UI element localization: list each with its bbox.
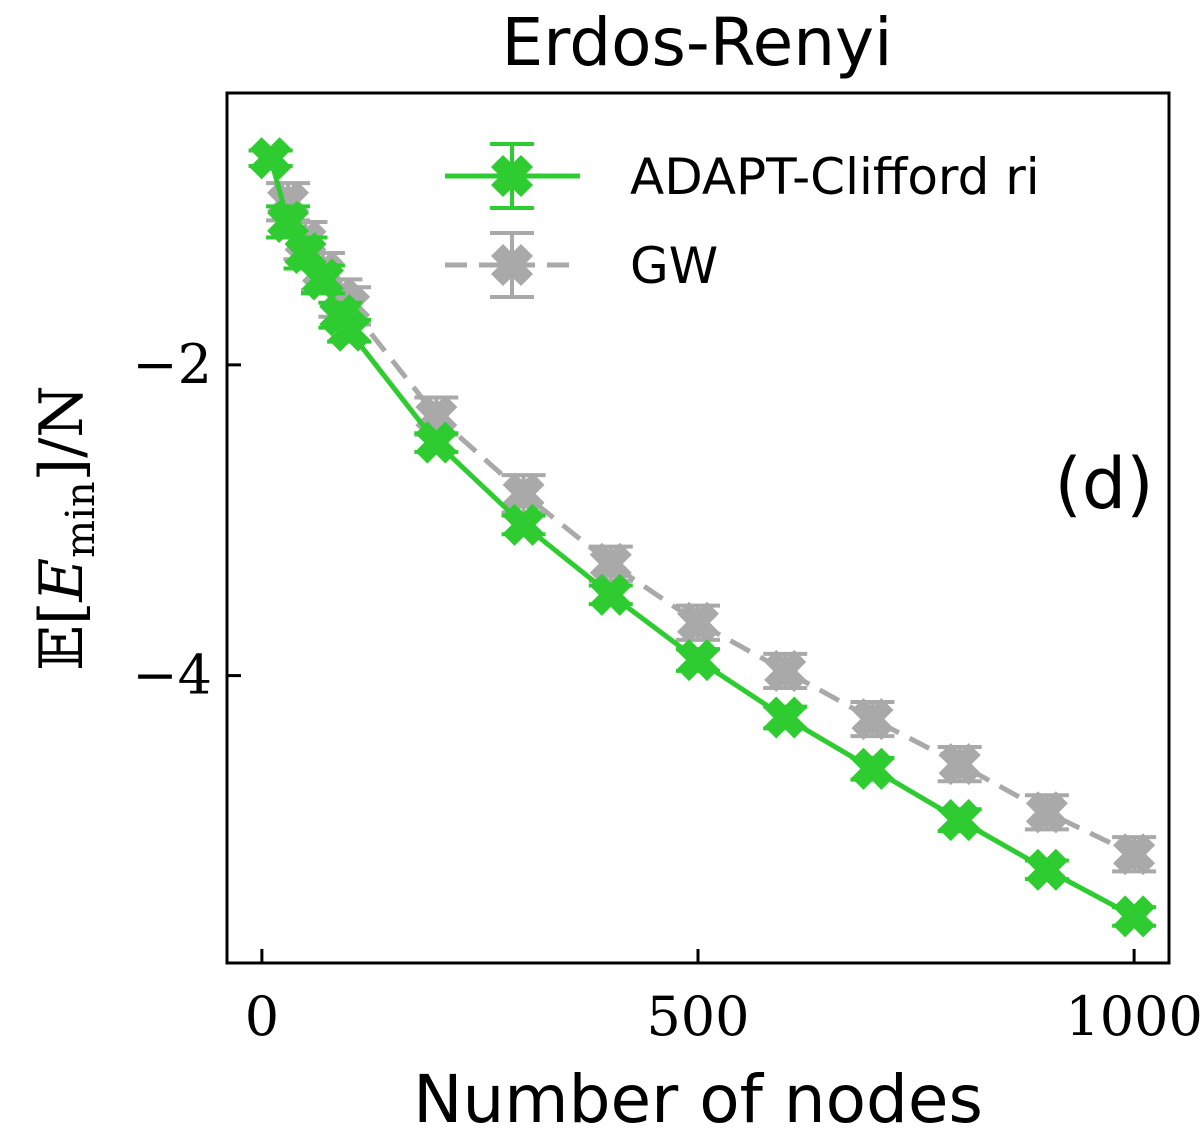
data-point [249, 137, 292, 180]
x-tick-label: 500 [646, 985, 749, 1048]
data-point [676, 639, 720, 682]
series-adapt-clifford [248, 137, 1157, 938]
plot-area [248, 137, 1157, 938]
y-axis-label-prefix: 𝔼[ [27, 602, 97, 671]
data-point [764, 649, 807, 692]
y-axis-label-suffix: ]/N [27, 385, 97, 481]
data-point [267, 200, 310, 243]
y-axis-label: 𝔼[Emin]/N [27, 385, 104, 671]
data-point [1113, 895, 1156, 938]
legend-label: ADAPT-Clifford ri [630, 148, 1040, 206]
data-point [589, 573, 632, 616]
data-point [301, 258, 344, 301]
data-point [1113, 833, 1156, 876]
data-point [676, 601, 720, 644]
data-point [1025, 848, 1068, 891]
svg-text:𝔼[Emin]/N: 𝔼[Emin]/N [27, 385, 104, 671]
chart-title: Erdos-Renyi [502, 4, 893, 81]
y-axis-label-sub: min [58, 481, 104, 557]
data-point [851, 698, 894, 741]
data-point [502, 472, 545, 515]
axis-ticks: 0 500 1000 −2 −4 [132, 333, 1200, 1048]
data-point [938, 743, 981, 786]
legend-marker [490, 243, 534, 287]
legend-item: ADAPT-Clifford ri [445, 142, 1040, 210]
x-tick-label: 1000 [1065, 985, 1200, 1048]
legend-item: GW [445, 231, 718, 299]
data-point [328, 309, 371, 352]
y-tick-label: −4 [132, 644, 212, 707]
x-tick-label: 0 [245, 985, 279, 1048]
y-tick-label: −2 [132, 333, 212, 396]
x-axis-label: Number of nodes [413, 1061, 983, 1132]
data-point [764, 696, 807, 739]
legend-label: GW [630, 237, 718, 295]
data-point [938, 799, 981, 842]
legend-marker [490, 154, 534, 198]
y-axis-label-main: E [27, 558, 97, 603]
legend: ADAPT-Clifford ri GW [445, 142, 1040, 299]
data-point [851, 747, 894, 790]
data-point [502, 503, 545, 546]
data-point [1025, 791, 1068, 834]
axes-frame [225, 91, 1171, 965]
data-point [589, 542, 632, 585]
data-point [415, 421, 458, 464]
panel-label: (d) [1054, 443, 1153, 525]
